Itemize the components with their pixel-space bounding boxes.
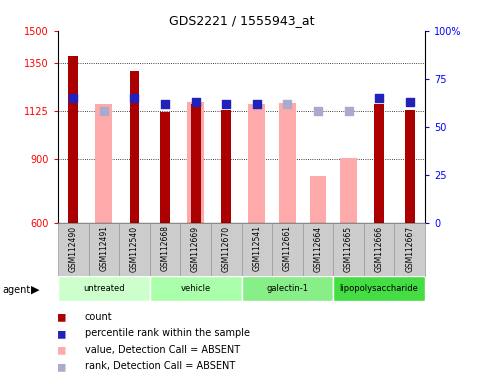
Bar <box>242 223 272 276</box>
Text: vehicle: vehicle <box>181 285 211 293</box>
Point <box>284 101 291 107</box>
Point <box>130 95 138 101</box>
Bar <box>303 223 333 276</box>
Bar <box>333 276 425 301</box>
Text: GSM112665: GSM112665 <box>344 225 353 271</box>
Point <box>253 101 261 107</box>
Text: percentile rank within the sample: percentile rank within the sample <box>85 328 250 338</box>
Text: galectin-1: galectin-1 <box>267 285 308 293</box>
Point <box>375 95 383 101</box>
Bar <box>272 223 303 276</box>
Point <box>70 95 77 101</box>
Point <box>192 99 199 105</box>
Bar <box>310 176 327 223</box>
Text: untreated: untreated <box>83 285 125 293</box>
Text: GSM112540: GSM112540 <box>130 225 139 271</box>
Text: GSM112667: GSM112667 <box>405 225 414 271</box>
Text: GSM112668: GSM112668 <box>160 225 170 271</box>
Text: rank, Detection Call = ABSENT: rank, Detection Call = ABSENT <box>85 361 235 371</box>
Bar <box>88 223 119 276</box>
Text: GSM112661: GSM112661 <box>283 225 292 271</box>
Text: agent: agent <box>2 285 30 295</box>
Bar <box>58 223 88 276</box>
Text: ■: ■ <box>58 343 66 356</box>
Text: count: count <box>85 312 112 322</box>
Bar <box>191 104 200 223</box>
Text: GSM112664: GSM112664 <box>313 225 323 271</box>
Bar <box>160 112 170 223</box>
Bar <box>150 276 242 301</box>
Text: ■: ■ <box>58 360 66 373</box>
Bar <box>242 276 333 301</box>
Bar <box>221 110 231 223</box>
Bar <box>333 223 364 276</box>
Text: GSM112491: GSM112491 <box>99 225 108 271</box>
Bar <box>395 223 425 276</box>
Bar <box>211 223 242 276</box>
Bar <box>405 110 414 223</box>
Bar <box>340 158 357 223</box>
Point <box>406 99 413 105</box>
Point <box>161 101 169 107</box>
Bar <box>248 104 265 223</box>
Text: GSM112541: GSM112541 <box>252 225 261 271</box>
Point <box>100 108 108 114</box>
Text: ■: ■ <box>58 310 66 323</box>
Bar <box>69 56 78 223</box>
Text: GSM112670: GSM112670 <box>222 225 231 271</box>
Text: ■: ■ <box>58 327 66 340</box>
Title: GDS2221 / 1555943_at: GDS2221 / 1555943_at <box>169 14 314 27</box>
Bar <box>180 223 211 276</box>
Point <box>314 108 322 114</box>
Bar <box>129 71 139 223</box>
Text: value, Detection Call = ABSENT: value, Detection Call = ABSENT <box>85 345 240 355</box>
Text: ▶: ▶ <box>31 285 40 295</box>
Bar <box>96 104 112 223</box>
Bar <box>58 276 150 301</box>
Bar <box>119 223 150 276</box>
Bar <box>150 223 180 276</box>
Bar <box>364 223 395 276</box>
Bar <box>187 102 204 223</box>
Point <box>222 101 230 107</box>
Bar <box>279 103 296 223</box>
Bar <box>374 104 384 223</box>
Text: GSM112666: GSM112666 <box>375 225 384 271</box>
Text: GSM112669: GSM112669 <box>191 225 200 271</box>
Point <box>345 108 353 114</box>
Text: GSM112490: GSM112490 <box>69 225 78 271</box>
Text: lipopolysaccharide: lipopolysaccharide <box>340 285 419 293</box>
